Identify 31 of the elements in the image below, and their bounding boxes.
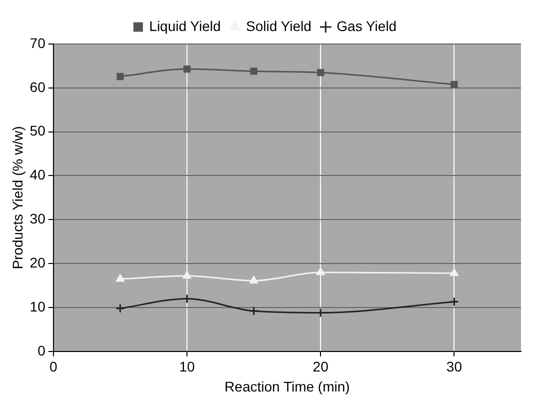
point: [249, 306, 259, 316]
y-axis-title: Products Yield (% w/w): [9, 126, 26, 270]
point: [116, 274, 124, 282]
point: [449, 297, 459, 307]
point: [317, 68, 324, 76]
y-tick-label: 30: [30, 210, 46, 227]
y-tick-label: 40: [30, 166, 46, 183]
x-tick-label: 20: [312, 358, 329, 375]
point: [183, 65, 191, 73]
x-axis-title: Reaction Time (min): [224, 378, 350, 394]
point: [116, 72, 124, 80]
point: [182, 271, 192, 279]
point: [182, 294, 192, 304]
y-tick-label: 10: [30, 298, 46, 314]
x-tick-label: 30: [446, 358, 462, 375]
point: [316, 268, 325, 276]
y-tick-label: 60: [30, 78, 46, 95]
y-tick-label: 70: [30, 34, 46, 51]
legend-label: Solid Yield: [246, 18, 312, 34]
legend-label: Liquid Yield: [149, 18, 221, 34]
point: [450, 80, 458, 88]
x-tick-label: 0: [49, 358, 58, 375]
y-tick-label: 0: [38, 342, 46, 358]
point: [250, 68, 258, 75]
y-tick-label: 20: [30, 254, 46, 270]
point: [250, 276, 258, 284]
legend-label: Gas Yield: [336, 18, 397, 34]
point: [450, 268, 458, 276]
x-tick-label: 10: [179, 358, 195, 375]
y-tick-label: 50: [30, 122, 46, 139]
point: [115, 304, 125, 314]
